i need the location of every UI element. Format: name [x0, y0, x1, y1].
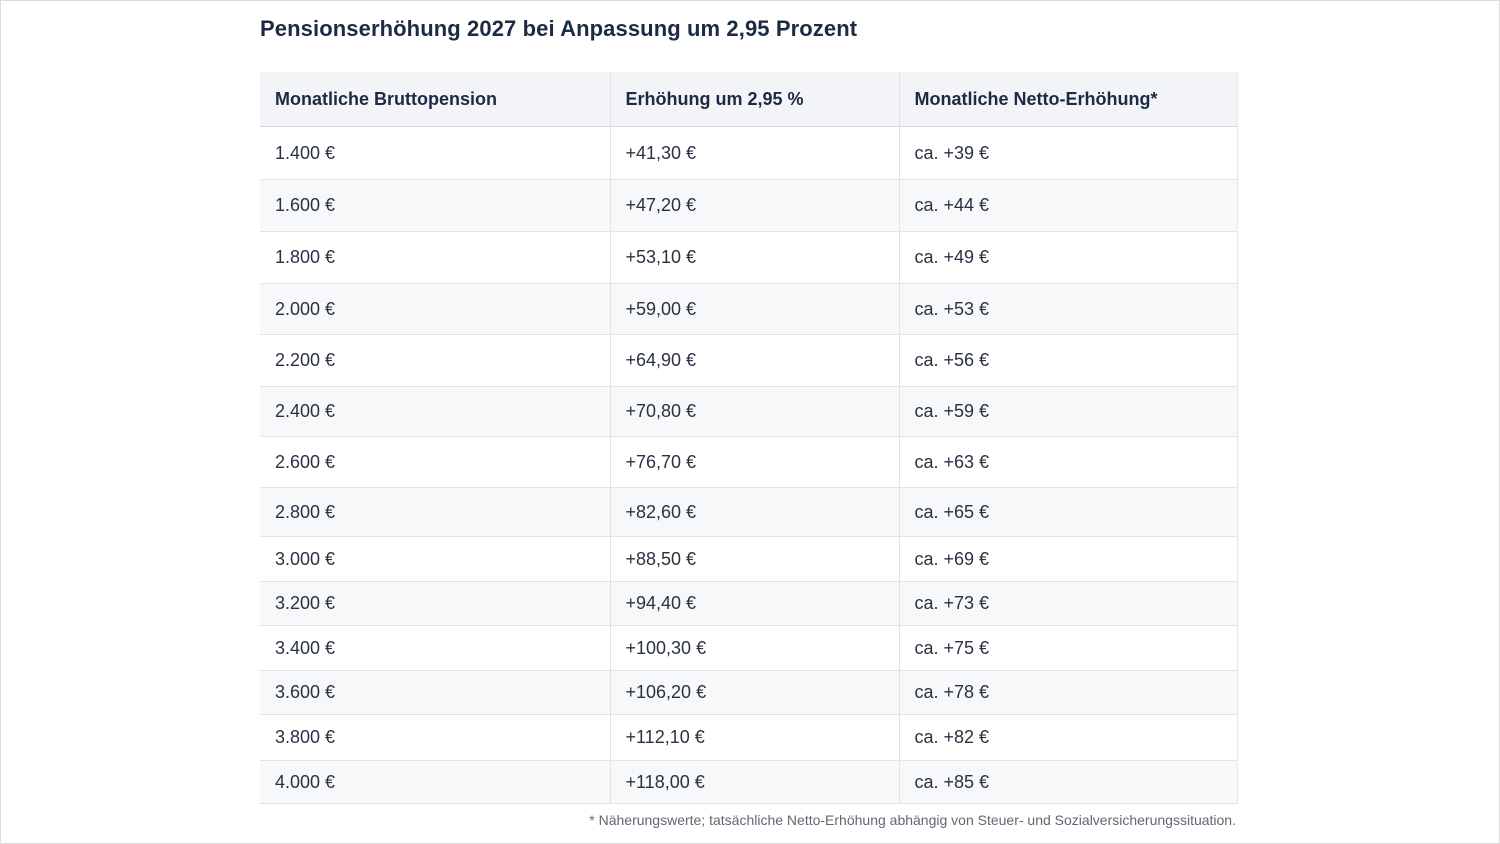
cell-net-increase: ca. +69 €: [899, 536, 1238, 582]
page-title: Pensionserhöhung 2027 bei Anpassung um 2…: [260, 16, 858, 41]
table-row: 2.600 € +76,70 € ca. +63 €: [260, 436, 1238, 488]
table-row: 3.600 € +106,20 € ca. +78 €: [260, 670, 1238, 715]
cell-gross-pension: 4.000 €: [260, 760, 611, 804]
cell-gross-pension: 2.000 €: [260, 283, 611, 335]
cell-net-increase: ca. +56 €: [899, 334, 1238, 387]
table-body: 1.400 € +41,30 € ca. +39 €1.600 € +47,20 € c…: [260, 126, 1238, 804]
cell-net-increase: ca. +59 €: [899, 386, 1238, 437]
table-row: 2.000 € +59,00 € ca. +53 €: [260, 283, 1238, 335]
cell-gross-pension: 2.400 €: [260, 386, 611, 437]
cell-net-increase: ca. +73 €: [899, 581, 1238, 626]
cell-increase: +59,00 €: [610, 283, 900, 335]
cell-gross-pension: 2.200 €: [260, 334, 611, 387]
cell-gross-pension: 3.600 €: [260, 670, 611, 715]
cell-increase: +82,60 €: [610, 487, 900, 537]
cell-increase: +64,90 €: [610, 334, 900, 387]
cell-gross-pension: 3.000 €: [260, 536, 611, 582]
cell-increase: +106,20 €: [610, 670, 900, 715]
cell-increase: +41,30 €: [610, 126, 900, 180]
cell-gross-pension: 1.800 €: [260, 231, 611, 284]
table-row: 2.400 € +70,80 € ca. +59 €: [260, 386, 1238, 437]
cell-increase: +112,10 €: [610, 714, 900, 761]
table-row: 3.200 € +94,40 € ca. +73 €: [260, 581, 1238, 626]
cell-net-increase: ca. +85 €: [899, 760, 1238, 804]
cell-net-increase: ca. +75 €: [899, 625, 1238, 671]
table-row: 3.400 € +100,30 € ca. +75 €: [260, 625, 1238, 671]
cell-gross-pension: 3.200 €: [260, 581, 611, 626]
cell-increase: +94,40 €: [610, 581, 900, 626]
cell-gross-pension: 2.800 €: [260, 487, 611, 537]
table-row: 1.600 € +47,20 € ca. +44 €: [260, 179, 1238, 232]
cell-increase: +47,20 €: [610, 179, 900, 232]
cell-increase: +70,80 €: [610, 386, 900, 437]
table-row: 2.200 € +64,90 € ca. +56 €: [260, 334, 1238, 387]
table-header-row: Monatliche Bruttopension Erhöhung um 2,9…: [260, 72, 1238, 127]
column-header-increase: Erhöhung um 2,95 %: [610, 72, 900, 127]
cell-net-increase: ca. +65 €: [899, 487, 1238, 537]
table-row: 1.400 € +41,30 € ca. +39 €: [260, 126, 1238, 180]
cell-increase: +100,30 €: [610, 625, 900, 671]
cell-net-increase: ca. +82 €: [899, 714, 1238, 761]
footnote: * Näherungswerte; tatsächliche Netto-Erh…: [589, 812, 1236, 828]
cell-increase: +118,00 €: [610, 760, 900, 804]
cell-gross-pension: 1.600 €: [260, 179, 611, 232]
cell-increase: +76,70 €: [610, 436, 900, 488]
table-row: 2.800 € +82,60 € ca. +65 €: [260, 487, 1238, 537]
cell-net-increase: ca. +39 €: [899, 126, 1238, 180]
cell-net-increase: ca. +53 €: [899, 283, 1238, 335]
cell-net-increase: ca. +44 €: [899, 179, 1238, 232]
cell-gross-pension: 2.600 €: [260, 436, 611, 488]
cell-net-increase: ca. +63 €: [899, 436, 1238, 488]
cell-net-increase: ca. +49 €: [899, 231, 1238, 284]
table-row: 3.000 € +88,50 € ca. +69 €: [260, 536, 1238, 582]
column-header-net-increase: Monatliche Netto-Erhöhung*: [899, 72, 1238, 127]
pension-table-container: Monatliche Bruttopension Erhöhung um 2,9…: [260, 72, 1238, 804]
table-row: 3.800 € +112,10 € ca. +82 €: [260, 714, 1238, 761]
column-header-gross-pension: Monatliche Bruttopension: [260, 72, 611, 127]
pension-table: Monatliche Bruttopension Erhöhung um 2,9…: [260, 72, 1238, 804]
cell-net-increase: ca. +78 €: [899, 670, 1238, 715]
cell-increase: +88,50 €: [610, 536, 900, 582]
cell-gross-pension: 3.400 €: [260, 625, 611, 671]
table-row: 1.800 € +53,10 € ca. +49 €: [260, 231, 1238, 284]
cell-increase: +53,10 €: [610, 231, 900, 284]
cell-gross-pension: 1.400 €: [260, 126, 611, 180]
table-row: 4.000 € +118,00 € ca. +85 €: [260, 760, 1238, 804]
cell-gross-pension: 3.800 €: [260, 714, 611, 761]
